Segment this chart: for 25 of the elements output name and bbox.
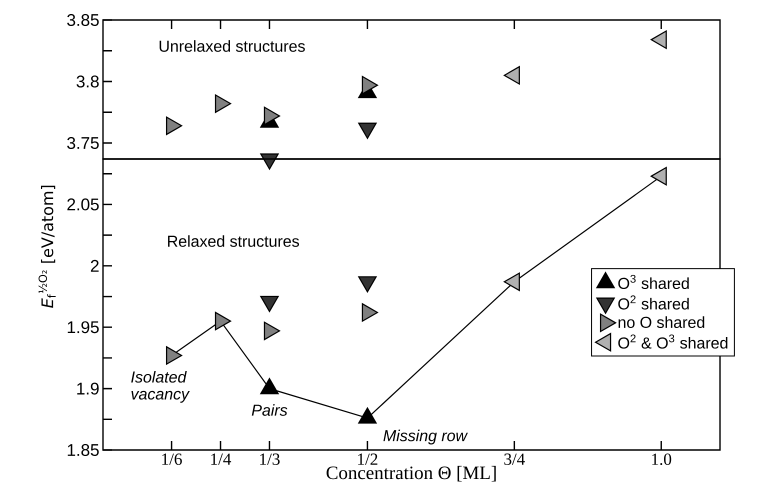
- y-axis-title: E$_{f}$$^{½O₂}$ [eV/atom]: [38, 186, 56, 308]
- legend-label: no O shared: [618, 316, 704, 328]
- legend-label: O$^{3}$ shared: [618, 274, 689, 290]
- x-tick-label: 1/4: [211, 454, 232, 465]
- annotation: Unrelaxed structures: [160, 40, 305, 52]
- y-tick-label: 3.85: [67, 14, 99, 26]
- y-tick-label: 1.95: [68, 321, 99, 334]
- x-tick-label: 1/2: [358, 454, 378, 465]
- y-tick-label: 3.8: [76, 76, 99, 88]
- x-tick-label: 1/6: [162, 454, 182, 465]
- x-tick-label: 1/3: [260, 454, 280, 465]
- y-tick-label: 1.9: [77, 382, 99, 395]
- x-tick-label: 3/4: [504, 454, 525, 465]
- annotation: Relaxed structures: [168, 235, 300, 247]
- y-tick-label: 3.75: [67, 137, 99, 150]
- annotation: Missing row: [383, 430, 468, 444]
- legend-label: O$^{2}$ & O$^{3}$ shared: [618, 334, 728, 349]
- x-tick-label: 1.0: [652, 454, 672, 466]
- legend-label: O$^{2}$ shared: [618, 295, 689, 310]
- y-tick-label: 2: [90, 260, 99, 272]
- y-tick-label: 2.05: [67, 198, 99, 210]
- annotation: Isolated vacancy: [131, 370, 190, 403]
- annotation: Pairs: [252, 404, 288, 416]
- x-axis-title: Concentration Θ [ML]: [326, 466, 496, 482]
- y-tick-label: 1.85: [68, 444, 99, 456]
